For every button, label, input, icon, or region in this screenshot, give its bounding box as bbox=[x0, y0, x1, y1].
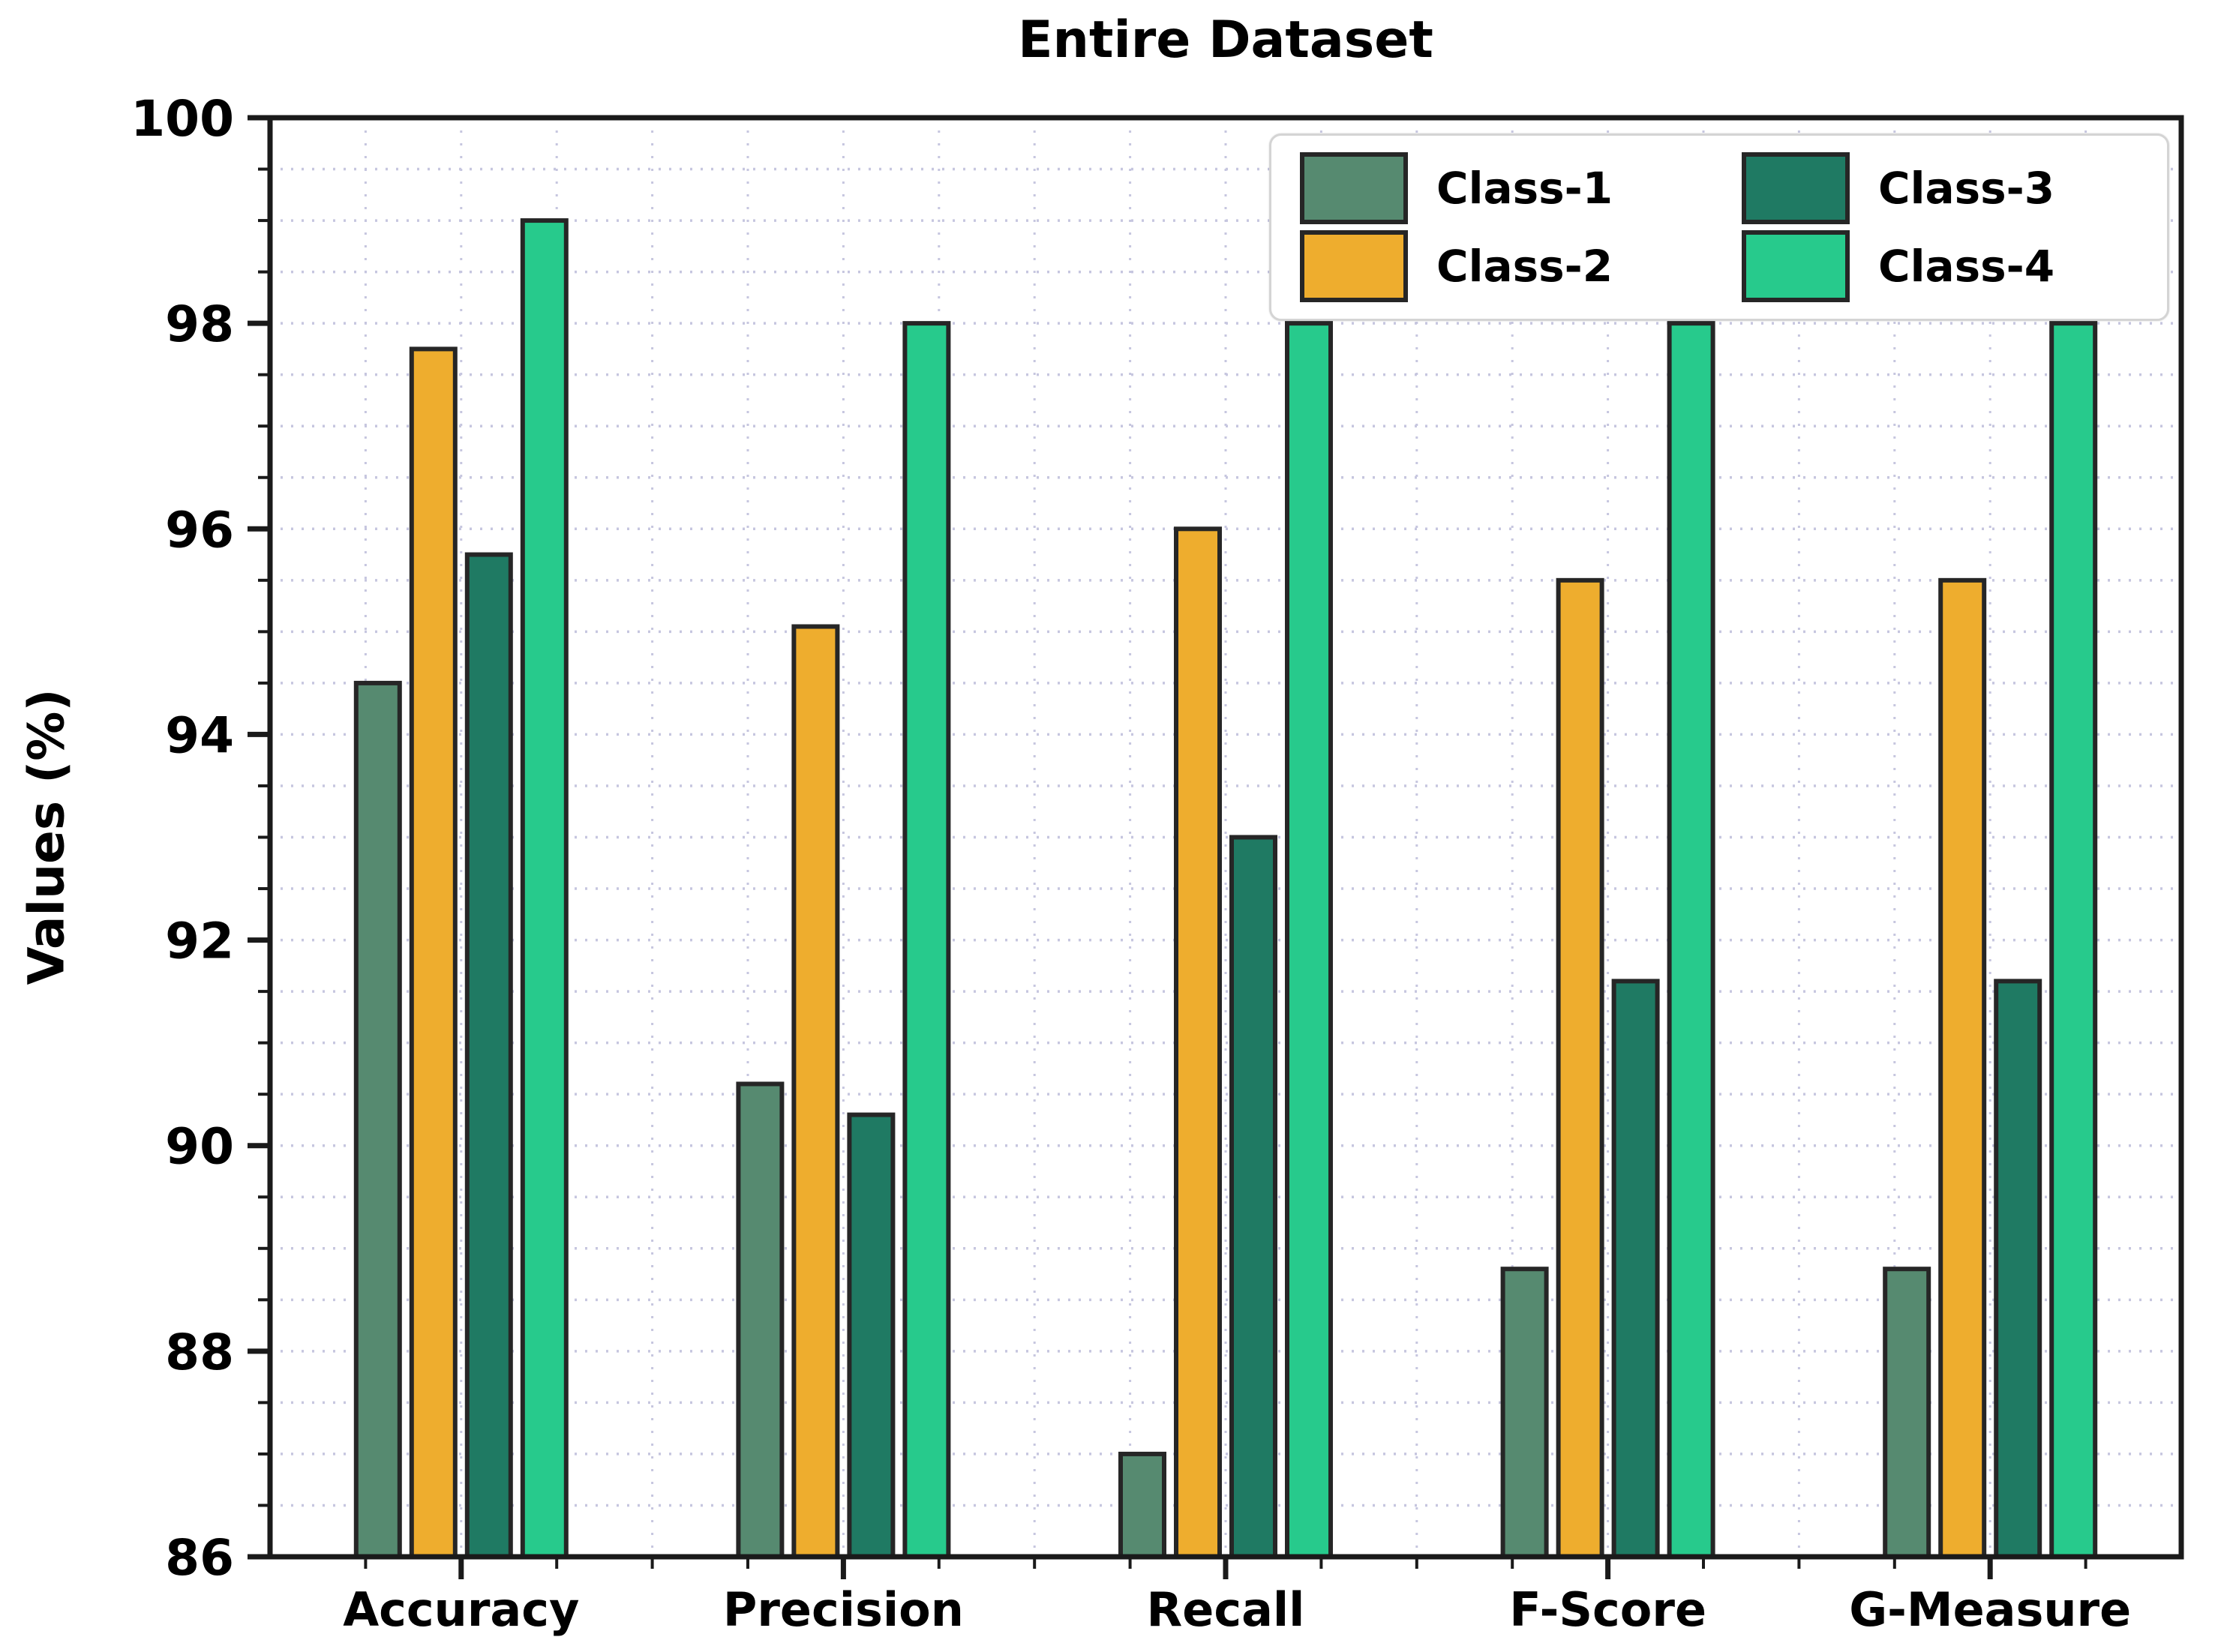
bar-class-4-precision bbox=[902, 321, 951, 1560]
chart-title: Entire Dataset bbox=[1018, 10, 1433, 70]
legend-item-class-1: Class-1 bbox=[1300, 152, 1697, 224]
legend-swatch-class-2 bbox=[1300, 230, 1408, 302]
bar-class-3-g-measure bbox=[1994, 979, 2042, 1559]
y-tick-label: 100 bbox=[131, 90, 234, 148]
bar-class-1-g-measure bbox=[1883, 1267, 1931, 1559]
x-tick-label: Recall bbox=[1147, 1582, 1305, 1637]
x-tick-label: Accuracy bbox=[343, 1582, 579, 1637]
bar-class-4-recall bbox=[1285, 321, 1333, 1560]
y-tick-label: 94 bbox=[165, 706, 234, 764]
bar-class-1-precision bbox=[736, 1081, 785, 1559]
bar-class-3-f-score bbox=[1611, 979, 1660, 1559]
y-tick-label: 96 bbox=[165, 501, 234, 559]
bar-class-4-accuracy bbox=[520, 218, 569, 1560]
legend-swatch-class-4 bbox=[1742, 230, 1850, 302]
legend: Class-1 Class-2 Class-3 Class-4 bbox=[1269, 133, 2169, 321]
bar-class-3-precision bbox=[847, 1112, 896, 1560]
legend-item-class-3: Class-3 bbox=[1742, 152, 2138, 224]
bar-class-1-recall bbox=[1118, 1451, 1166, 1560]
bar-class-2-recall bbox=[1174, 526, 1222, 1559]
y-tick-label: 90 bbox=[165, 1118, 234, 1176]
y-tick-label: 98 bbox=[165, 295, 234, 353]
legend-item-class-2: Class-2 bbox=[1300, 230, 1697, 302]
legend-swatch-class-3 bbox=[1742, 152, 1850, 224]
bar-class-3-accuracy bbox=[464, 552, 513, 1559]
bar-class-1-f-score bbox=[1500, 1267, 1549, 1559]
legend-swatch-class-1 bbox=[1300, 152, 1408, 224]
bar-class-1-accuracy bbox=[353, 680, 402, 1560]
bar-class-2-accuracy bbox=[409, 346, 458, 1559]
y-tick-label: 88 bbox=[165, 1324, 234, 1381]
legend-label: Class-2 bbox=[1436, 241, 1613, 292]
x-tick-label: Precision bbox=[723, 1582, 964, 1637]
y-tick-label: 92 bbox=[165, 913, 234, 970]
bar-class-4-g-measure bbox=[2049, 321, 2098, 1560]
legend-label: Class-1 bbox=[1436, 163, 1613, 214]
bar-class-2-g-measure bbox=[1938, 577, 1987, 1559]
legend-label: Class-3 bbox=[1878, 163, 2055, 214]
y-axis-label: Values (%) bbox=[17, 688, 76, 985]
bar-class-3-recall bbox=[1229, 835, 1277, 1559]
x-tick-label: G-Measure bbox=[1849, 1582, 2131, 1637]
bar-class-2-precision bbox=[791, 624, 840, 1560]
legend-label: Class-4 bbox=[1878, 241, 2055, 292]
bar-class-4-f-score bbox=[1667, 321, 1715, 1560]
legend-item-class-4: Class-4 bbox=[1742, 230, 2138, 302]
y-tick-label: 86 bbox=[165, 1529, 234, 1587]
x-tick-label: F-Score bbox=[1509, 1582, 1706, 1637]
bar-class-2-f-score bbox=[1556, 577, 1604, 1559]
